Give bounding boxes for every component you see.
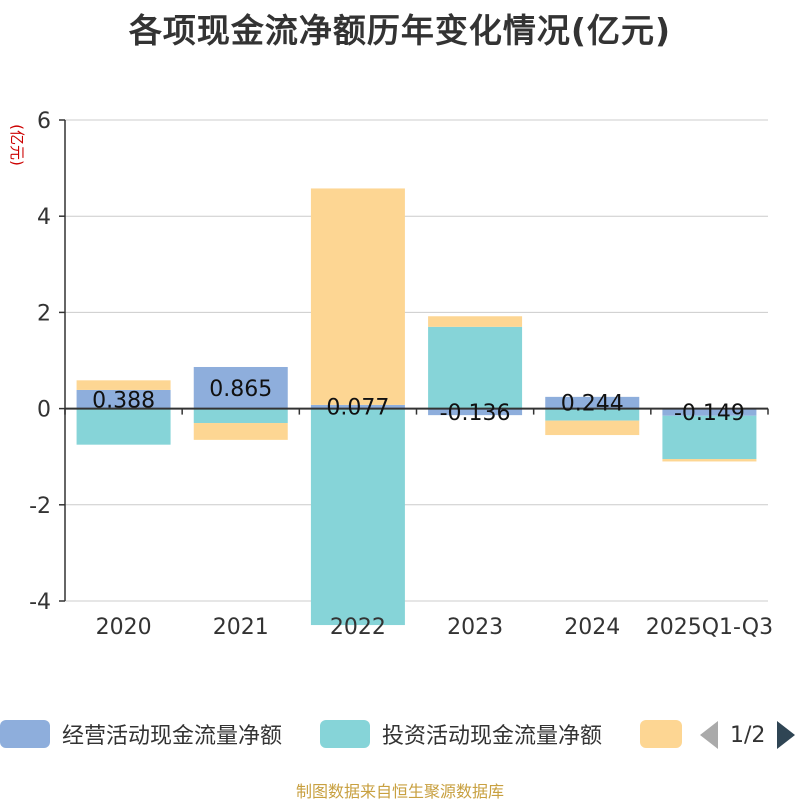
bar-investing-2024 [545,408,640,421]
y-axis-label: (亿元) [8,124,26,166]
legend-next-arrow-icon[interactable] [777,721,796,749]
y-tick-label: -2 [29,494,51,519]
bar-investing-2022 [310,408,405,626]
legend-swatch-operating [0,720,50,748]
chart: -4 -2 0 2 4 6 (亿元) 2020 2021 2022 2023 2024 2025Q1-Q… [8,109,773,640]
data-label-operating: -0.136 [440,401,511,426]
bar-investing-2021 [193,408,288,424]
bar-financing-2023 [428,316,523,327]
bar-financing-2020 [76,380,171,390]
chart-title: 各项现金流净额历年变化情况(亿元) [128,11,672,50]
y-tick-label: 0 [37,398,51,423]
legend-swatch-investing [320,720,370,748]
legend-pager: 1/2 [700,718,796,752]
x-tick-label: 2020 [96,615,152,640]
legend-item-investing[interactable]: 投资活动现金流量净额 [320,716,602,752]
bar-operating-2023 [428,408,523,416]
data-label-operating: -0.149 [674,401,745,426]
y-tick-label: 6 [37,109,51,134]
bar-financing-2025Q1-Q3 [662,459,757,462]
x-tick-label: 2025Q1-Q3 [646,615,773,640]
data-label-operating: 0.865 [209,377,272,402]
y-tick-label: 4 [37,205,51,230]
bar-investing-2023 [428,326,523,409]
legend-page-indicator: 1/2 [730,722,766,748]
bar-operating-2024 [545,396,640,409]
x-tick-label: 2021 [213,615,269,640]
bar-financing-2024 [545,420,640,436]
legend-item-operating[interactable]: 经营活动现金流量净额 [0,716,282,752]
data-label-operating: 0.388 [92,388,155,413]
bar-operating-2020 [76,389,171,409]
bar-investing-2025Q1-Q3 [662,415,757,460]
x-tick-label: 2022 [330,615,386,640]
bar-operating-2025Q1-Q3 [662,408,757,416]
data-label-operating: 0.244 [561,392,624,417]
x-tick-label: 2024 [564,615,620,640]
bar-operating-2021 [193,366,288,409]
legend-label-investing: 投资活动现金流量净额 [382,724,603,749]
footer-source: 制图数据来自恒生聚源数据库 [295,782,504,801]
legend: 经营活动现金流量净额 投资活动现金流量净额 1/2 [0,716,800,756]
legend-prev-arrow-icon[interactable] [700,721,718,749]
legend-label-operating: 经营活动现金流量净额 [62,724,283,749]
y-tick-label: -4 [29,590,51,615]
legend-swatch-financing [640,720,682,748]
data-label-operating: 0.077 [326,396,389,421]
y-tick-label: 2 [37,301,51,326]
bar-financing-2022 [310,188,405,405]
bar-financing-2021 [193,423,288,440]
bar-operating-2022 [310,404,405,409]
bar-investing-2020 [76,408,171,445]
legend-item-financing[interactable] [640,716,694,752]
x-tick-label: 2023 [447,615,503,640]
